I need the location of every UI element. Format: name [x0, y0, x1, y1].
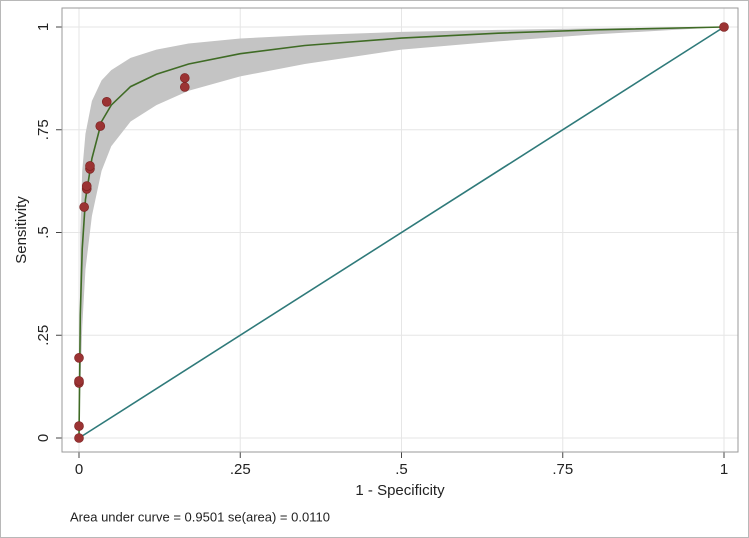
- note: Area under curve = 0.9501 se(area) = 0.0…: [70, 509, 330, 524]
- line: [78, 26, 725, 439]
- point: [179, 82, 190, 92]
- point: [79, 202, 89, 212]
- y-axis-label: Sensitivity: [13, 196, 30, 264]
- point: [74, 376, 84, 386]
- point: [74, 421, 84, 431]
- point: [74, 353, 84, 363]
- x-axis-label: 1 - Specificity: [355, 482, 445, 499]
- x-tick-label: .25: [230, 461, 251, 478]
- y-tick-label: .25: [35, 325, 52, 346]
- x-tick-label: 1: [720, 461, 728, 478]
- point: [95, 121, 106, 131]
- x-tick-label: 0: [75, 461, 83, 478]
- point: [85, 161, 95, 171]
- y-tick-label: .5: [35, 226, 52, 239]
- x-tick-label: .75: [552, 461, 573, 478]
- point: [179, 73, 190, 83]
- point: [719, 22, 729, 32]
- y-tick-label: 1: [35, 23, 52, 31]
- confidence-band: [79, 27, 724, 438]
- y-tick-label: .75: [35, 119, 52, 140]
- point: [81, 181, 92, 191]
- x-tick-label: .5: [395, 461, 408, 478]
- point: [101, 97, 112, 107]
- point: [74, 433, 84, 443]
- plot-frame: [61, 7, 739, 453]
- y-tick-label: 0: [35, 434, 52, 442]
- line: [78, 26, 725, 439]
